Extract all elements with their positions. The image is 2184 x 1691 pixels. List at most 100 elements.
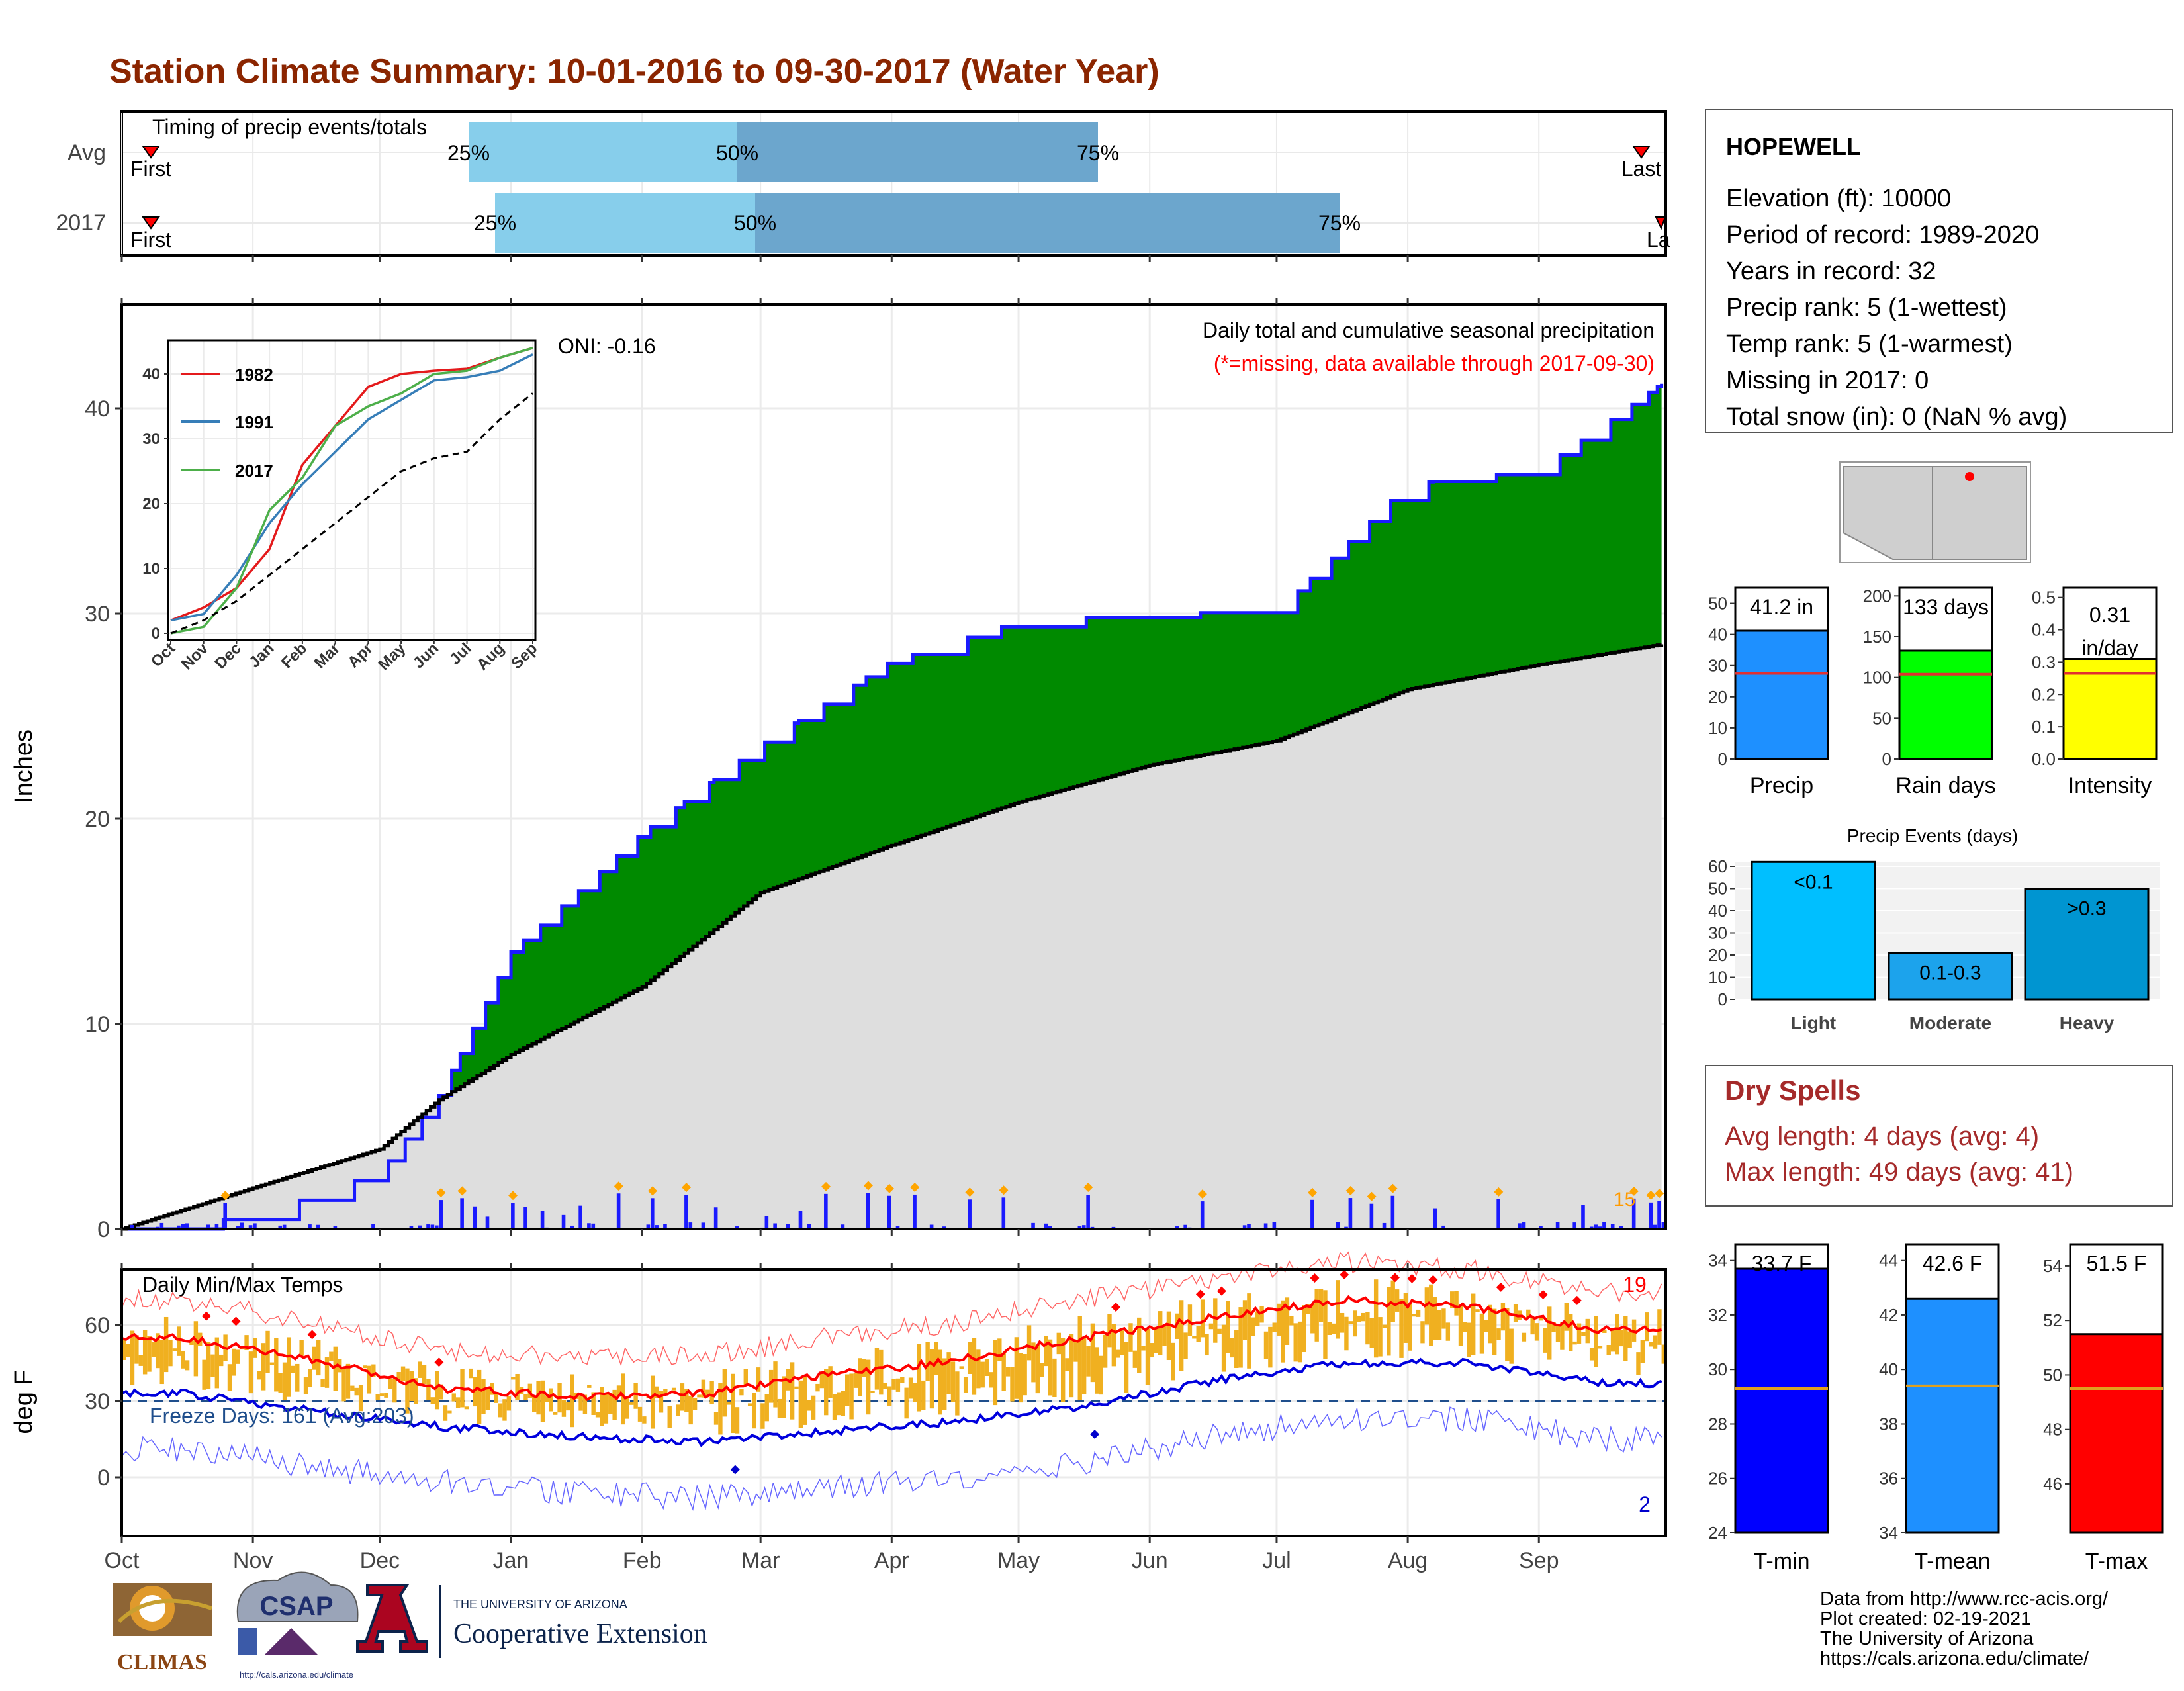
precip-daily-bar: [887, 1196, 891, 1229]
temp-summary-y-tick-label: 50: [2043, 1365, 2062, 1385]
temp-daily-bar: [1370, 1318, 1374, 1348]
temp-daily-bar: [1171, 1343, 1175, 1381]
temp-daily-bar: [837, 1393, 841, 1416]
temp-daily-bar: [1192, 1336, 1196, 1338]
inset-y-tick-label: 0: [152, 625, 160, 643]
temp-daily-bar: [1535, 1323, 1539, 1340]
temp-daily-bar: [418, 1361, 422, 1378]
temp-summary-y-tick-label: 30: [1708, 1359, 1727, 1379]
temp-daily-bar: [566, 1402, 570, 1411]
temp-daily-bar: [219, 1355, 223, 1366]
timing-row-2017-label: 2017: [56, 210, 106, 236]
temp-daily-bar: [1556, 1324, 1560, 1342]
mini-y-tick-label: 30: [1708, 656, 1727, 676]
timing-2017-p25: 25%: [474, 211, 516, 235]
temp-summary-y-tick-label: 48: [2043, 1420, 2062, 1440]
temp-daily-bar: [1158, 1311, 1162, 1355]
temp-daily-bar: [553, 1412, 557, 1415]
temp-daily-bar: [1374, 1279, 1378, 1357]
temp-daily-bar: [355, 1388, 359, 1395]
temp-summary-y-tick-label: 38: [1879, 1414, 1898, 1434]
temp-daily-bar: [312, 1347, 316, 1370]
ua-logo-big: Cooperative Extension: [453, 1619, 707, 1649]
events-bar-label: >0.3: [2067, 898, 2106, 920]
events-y-tick-label: 60: [1708, 856, 1727, 876]
temp-daily-bar: [870, 1391, 874, 1393]
temp-daily-bar: [173, 1348, 177, 1351]
temp-daily-bar: [1154, 1327, 1158, 1353]
temp-daily-bar: [1357, 1316, 1361, 1322]
temp-daily-bar: [1201, 1299, 1205, 1337]
temp-daily-bar: [896, 1379, 900, 1392]
temp-daily-bar: [363, 1365, 367, 1368]
freeze-days-label: Freeze Days: 161 (Avg:203): [150, 1404, 414, 1428]
temp-daily-bar: [1264, 1332, 1268, 1359]
temp-daily-bar: [1124, 1342, 1128, 1393]
mini-y-tick-label: 50: [1872, 708, 1891, 728]
temp-daily-bar: [181, 1351, 185, 1369]
month-tick-label: Jan: [493, 1548, 529, 1573]
month-tick-label: May: [997, 1548, 1040, 1573]
temp-daily-bar: [773, 1361, 777, 1407]
temp-daily-bar: [1510, 1329, 1514, 1364]
precip-daily-bar: [968, 1199, 972, 1229]
temp-daily-bar: [1590, 1348, 1594, 1360]
temp-y-label: deg F: [10, 1369, 38, 1434]
precip-daily-bar: [651, 1198, 655, 1229]
temp-summary-y-tick-label: 28: [1708, 1414, 1727, 1434]
csap-logo-text: CSAP: [259, 1592, 333, 1621]
precip-y-tick-label: 0: [97, 1217, 110, 1242]
temp-summary-bar-t-min: [1735, 1269, 1828, 1533]
temp-daily-bar: [1023, 1354, 1026, 1395]
temp-daily-bar: [274, 1338, 278, 1392]
temp-daily-bar: [143, 1330, 147, 1375]
precip-caption: Daily total and cumulative seasonal prec…: [1203, 318, 1655, 342]
climas-logo: CLIMAS: [113, 1583, 212, 1674]
temp-daily-bar: [1627, 1332, 1631, 1348]
temp-daily-bar: [985, 1359, 989, 1376]
temp-daily-bar: [1057, 1333, 1061, 1354]
temp-summary-value: 42.6 F: [1923, 1252, 1983, 1275]
temp-daily-bar: [477, 1370, 481, 1424]
station-years: Years in record: 32: [1726, 257, 1936, 285]
temp-daily-bar: [1641, 1340, 1645, 1363]
temp-daily-bar: [794, 1387, 798, 1389]
temp-daily-bar: [727, 1402, 731, 1405]
temp-daily-bar: [909, 1377, 913, 1398]
precip-daily-bar: [617, 1193, 621, 1229]
temp-daily-bar: [815, 1384, 819, 1391]
temp-daily-bar: [236, 1349, 240, 1363]
temp-daily-bar: [1332, 1324, 1336, 1334]
temp-daily-bar: [1344, 1317, 1348, 1351]
mini-y-tick-label: 0.1: [2032, 717, 2056, 737]
mini-y-tick-label: 20: [1708, 687, 1727, 707]
temp-daily-bar: [1353, 1310, 1357, 1336]
temp-summary-y-tick-label: 34: [1879, 1523, 1898, 1543]
temp-daily-bar: [1302, 1305, 1306, 1352]
temp-daily-bar: [1251, 1318, 1255, 1336]
precip-daily-bar: [684, 1195, 688, 1229]
temp-summary-y-tick-label: 46: [2043, 1474, 2062, 1494]
station-missing: Missing in 2017: 0: [1726, 367, 1929, 394]
temp-daily-bar: [1205, 1334, 1208, 1355]
temp-summary-value: 33.7 F: [1752, 1252, 1812, 1275]
temp-daily-bar: [633, 1383, 637, 1408]
dry-spells-title: Dry Spells: [1725, 1075, 1860, 1106]
mini-y-tick-label: 200: [1863, 586, 1891, 606]
precip-daily-bar: [1496, 1199, 1500, 1229]
temp-daily-bar: [887, 1387, 891, 1406]
temp-daily-bar: [651, 1376, 655, 1429]
timing-avg-q1-bar: [469, 122, 737, 182]
temp-daily-bar: [1243, 1300, 1247, 1340]
temp-daily-bar: [972, 1338, 976, 1395]
temp-daily-bar: [139, 1355, 143, 1365]
temp-daily-bar: [346, 1364, 350, 1399]
temp-daily-bar: [989, 1372, 993, 1387]
temp-daily-bar: [993, 1340, 997, 1405]
temp-daily-bar: [291, 1366, 295, 1373]
precip-daily-bar: [1581, 1205, 1585, 1229]
temp-daily-bar: [1467, 1323, 1471, 1357]
temp-daily-bar: [1543, 1328, 1547, 1353]
temp-daily-bar: [629, 1402, 633, 1405]
